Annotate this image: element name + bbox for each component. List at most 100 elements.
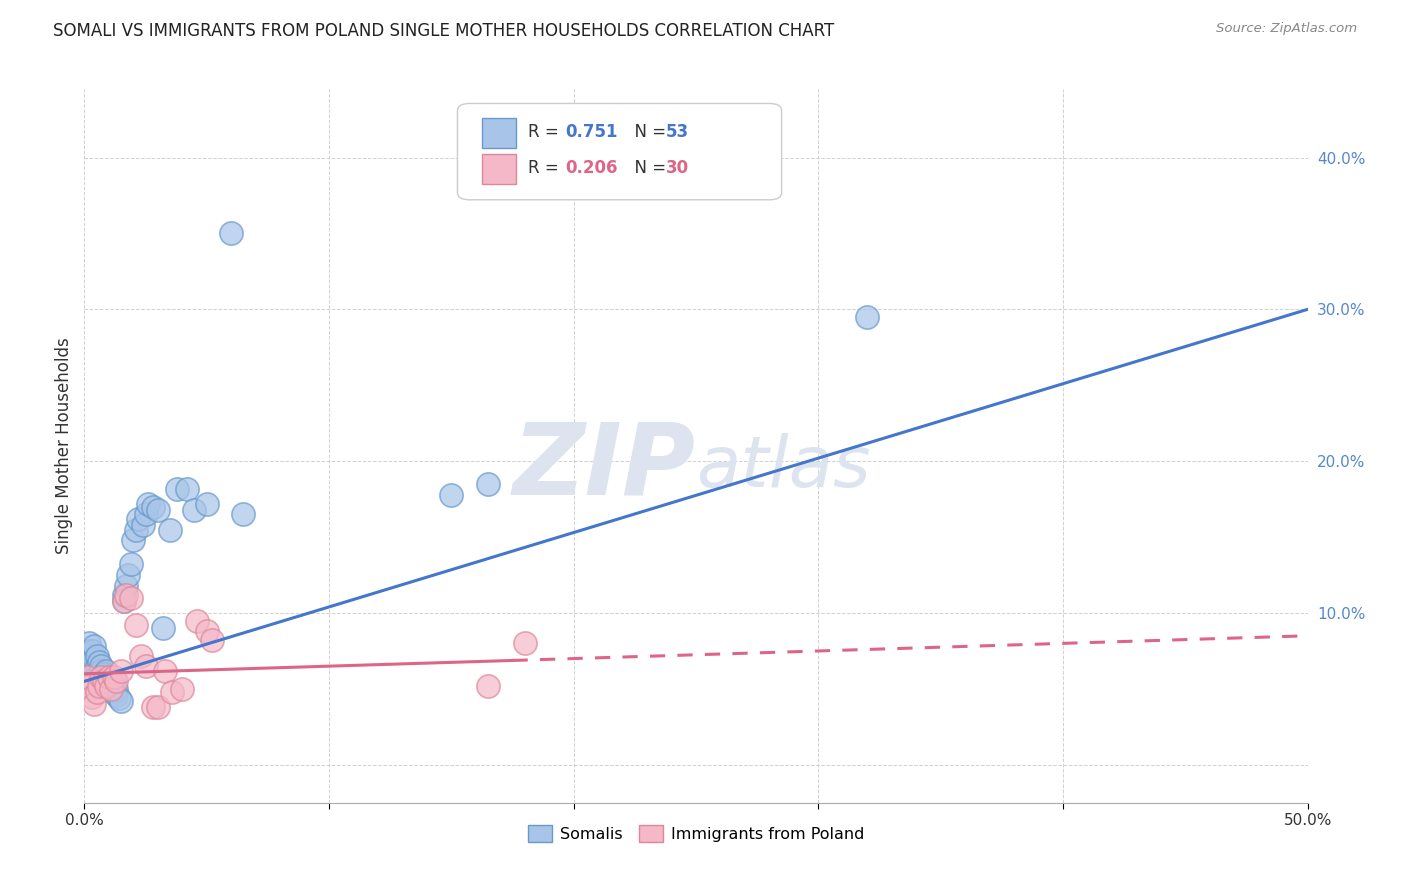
- Point: [166, 482, 188, 496]
- Point: [90, 659, 112, 673]
- Point: [96, 670, 118, 684]
- Point: [96, 664, 118, 678]
- Point: [195, 497, 218, 511]
- Point: [125, 618, 148, 632]
- Point: [125, 523, 148, 537]
- Point: [86, 659, 108, 673]
- Text: 0.206: 0.206: [565, 160, 617, 178]
- Point: [105, 674, 128, 689]
- Point: [117, 568, 139, 582]
- Point: [97, 670, 120, 684]
- Point: [159, 523, 181, 537]
- Point: [80, 655, 103, 669]
- Point: [142, 700, 165, 714]
- Text: R =: R =: [529, 123, 564, 141]
- Point: [477, 679, 499, 693]
- Point: [77, 648, 100, 663]
- Point: [176, 482, 198, 496]
- Point: [90, 670, 112, 684]
- Text: 30: 30: [665, 160, 689, 178]
- Text: N =: N =: [624, 160, 671, 178]
- Point: [90, 664, 112, 678]
- Point: [83, 640, 105, 654]
- Point: [142, 500, 165, 514]
- Text: 53: 53: [665, 123, 689, 141]
- Point: [122, 533, 145, 548]
- Y-axis label: Single Mother Households: Single Mother Households: [55, 338, 73, 554]
- Point: [93, 666, 115, 681]
- Point: [76, 670, 98, 684]
- Text: atlas: atlas: [696, 433, 870, 502]
- Point: [76, 644, 98, 658]
- Point: [153, 664, 176, 678]
- Point: [86, 685, 108, 699]
- Point: [186, 614, 208, 628]
- Point: [136, 497, 159, 511]
- Point: [135, 659, 157, 673]
- Text: R =: R =: [529, 160, 564, 178]
- Point: [93, 674, 115, 689]
- Text: Source: ZipAtlas.com: Source: ZipAtlas.com: [1216, 22, 1357, 36]
- Text: 0.751: 0.751: [565, 123, 617, 141]
- Point: [120, 591, 142, 605]
- Point: [195, 624, 218, 639]
- Point: [115, 579, 138, 593]
- Point: [110, 664, 132, 678]
- Point: [219, 227, 242, 241]
- Point: [93, 674, 115, 689]
- Point: [856, 310, 879, 324]
- Point: [146, 700, 169, 714]
- Point: [80, 690, 103, 704]
- Text: N =: N =: [624, 123, 671, 141]
- Point: [87, 655, 110, 669]
- Point: [146, 502, 169, 516]
- Point: [127, 512, 149, 526]
- Point: [100, 681, 122, 696]
- Point: [103, 670, 125, 684]
- Point: [77, 636, 100, 650]
- Point: [100, 681, 122, 696]
- Point: [513, 636, 536, 650]
- Point: [129, 648, 152, 663]
- Point: [80, 644, 103, 658]
- Point: [477, 477, 499, 491]
- Point: [96, 677, 118, 691]
- Point: [105, 681, 128, 696]
- Point: [183, 502, 205, 516]
- Point: [440, 487, 463, 501]
- Point: [200, 633, 222, 648]
- Point: [86, 648, 108, 663]
- Point: [105, 688, 128, 702]
- Point: [172, 681, 194, 696]
- Legend: Somalis, Immigrants from Poland: Somalis, Immigrants from Poland: [522, 819, 870, 848]
- Point: [90, 670, 112, 684]
- Point: [112, 588, 135, 602]
- Point: [87, 666, 110, 681]
- FancyBboxPatch shape: [482, 118, 516, 148]
- Point: [110, 694, 132, 708]
- Point: [162, 685, 184, 699]
- Point: [83, 651, 105, 665]
- Point: [103, 685, 125, 699]
- Point: [77, 679, 100, 693]
- FancyBboxPatch shape: [457, 103, 782, 200]
- Text: SOMALI VS IMMIGRANTS FROM POLAND SINGLE MOTHER HOUSEHOLDS CORRELATION CHART: SOMALI VS IMMIGRANTS FROM POLAND SINGLE …: [53, 22, 835, 40]
- Point: [97, 673, 120, 687]
- Point: [115, 588, 138, 602]
- Point: [87, 679, 110, 693]
- Point: [152, 621, 174, 635]
- Text: ZIP: ZIP: [513, 419, 696, 516]
- Point: [120, 558, 142, 572]
- Point: [96, 679, 118, 693]
- Point: [100, 674, 122, 689]
- Point: [112, 594, 135, 608]
- Point: [112, 594, 135, 608]
- Point: [132, 518, 155, 533]
- Point: [83, 697, 105, 711]
- Point: [232, 508, 254, 522]
- Point: [135, 508, 157, 522]
- Point: [107, 691, 129, 706]
- Point: [97, 679, 120, 693]
- FancyBboxPatch shape: [482, 154, 516, 184]
- Point: [103, 679, 125, 693]
